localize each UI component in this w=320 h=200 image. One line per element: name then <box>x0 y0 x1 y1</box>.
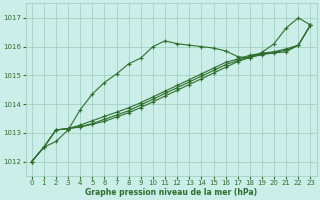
X-axis label: Graphe pression niveau de la mer (hPa): Graphe pression niveau de la mer (hPa) <box>85 188 257 197</box>
